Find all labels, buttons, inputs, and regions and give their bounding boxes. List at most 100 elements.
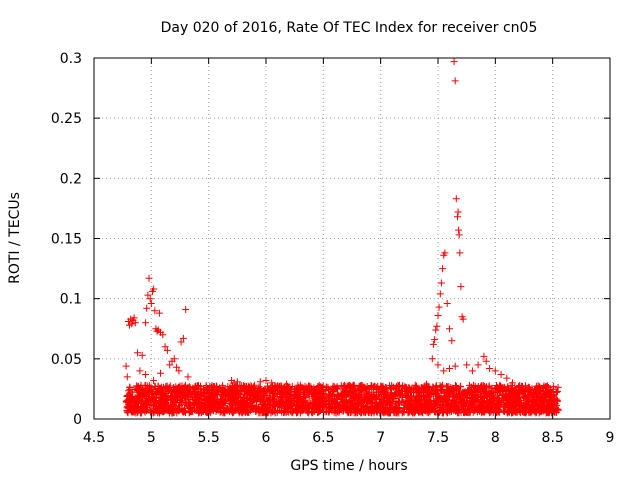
- x-tick-label: 4.5: [83, 430, 105, 446]
- band-point: [172, 383, 180, 391]
- band-point: [174, 402, 182, 410]
- band-point: [457, 395, 465, 403]
- band-point: [212, 390, 220, 398]
- data-point: [177, 338, 185, 346]
- band-point: [403, 402, 411, 409]
- band-point: [181, 399, 189, 406]
- band-point: [370, 409, 378, 417]
- band-point: [297, 394, 304, 402]
- band-point: [243, 391, 251, 399]
- band-point: [167, 406, 174, 414]
- band-point: [335, 401, 343, 409]
- band-point: [544, 389, 552, 397]
- band-point: [444, 406, 452, 414]
- band-point: [223, 407, 231, 415]
- band-point: [138, 393, 146, 400]
- data-point: [143, 304, 151, 312]
- band-point: [495, 397, 503, 405]
- band-point: [184, 391, 192, 399]
- band-point: [461, 388, 469, 396]
- band-point: [412, 404, 420, 412]
- band-point: [126, 384, 134, 391]
- band-point: [134, 398, 142, 406]
- x-tick-label: 8: [491, 430, 500, 446]
- band-point: [531, 386, 538, 393]
- band-point: [460, 391, 468, 399]
- band-point: [164, 400, 172, 408]
- x-tick-label: 5: [147, 430, 156, 446]
- band-point: [207, 383, 215, 391]
- band-point: [156, 391, 164, 399]
- data-point: [161, 343, 169, 351]
- band-point: [252, 391, 260, 399]
- data-point: [144, 291, 152, 299]
- band-point: [516, 396, 524, 404]
- band-point: [207, 393, 215, 401]
- band-point: [314, 400, 321, 408]
- band-point: [488, 393, 496, 401]
- band-point: [351, 393, 359, 400]
- band-point: [123, 397, 130, 405]
- band-point: [150, 397, 158, 405]
- data-point: [173, 363, 181, 371]
- band-point: [440, 403, 447, 411]
- band-point: [445, 382, 453, 390]
- chart-title: Day 020 of 2016, Rate Of TEC Index for r…: [161, 20, 538, 36]
- data-point: [441, 249, 449, 257]
- band-point: [488, 404, 496, 412]
- band-point: [230, 396, 238, 404]
- band-point: [125, 387, 133, 395]
- band-point: [250, 398, 258, 406]
- band-point: [351, 385, 359, 393]
- band-point: [350, 403, 358, 411]
- band-point: [173, 392, 181, 400]
- band-point: [480, 408, 487, 415]
- band-point: [443, 389, 451, 397]
- data-point: [142, 371, 150, 378]
- data-point: [283, 380, 291, 388]
- axis-ticks: [93, 57, 611, 420]
- band-point: [129, 407, 137, 415]
- data-point: [440, 367, 448, 375]
- band-point: [141, 381, 149, 389]
- band-point: [128, 388, 136, 396]
- band-point: [418, 401, 426, 409]
- band-point: [420, 385, 428, 393]
- data-point: [251, 381, 258, 389]
- band-point: [389, 383, 397, 391]
- data-point: [146, 295, 154, 303]
- band-point: [200, 406, 207, 414]
- grid-lines: [94, 58, 610, 419]
- band-point: [298, 407, 306, 415]
- data-point: [159, 331, 167, 339]
- band-point: [231, 384, 239, 392]
- band-point: [363, 383, 371, 390]
- band-point: [437, 383, 445, 391]
- band-point: [218, 385, 226, 393]
- y-tick-label: 0.2: [60, 171, 82, 187]
- band-point: [299, 403, 307, 411]
- data-point: [153, 327, 161, 335]
- band-point: [364, 403, 372, 411]
- band-point: [185, 383, 193, 391]
- band-point: [206, 403, 214, 411]
- band-point: [418, 388, 426, 396]
- data-point: [437, 279, 445, 287]
- band-point: [305, 382, 313, 390]
- y-tick-label: 0.25: [51, 111, 82, 127]
- data-point: [262, 377, 270, 384]
- band-point: [520, 401, 528, 409]
- data-point: [446, 325, 453, 333]
- band-point: [300, 398, 308, 406]
- band-point: [191, 391, 199, 399]
- data-point: [274, 383, 281, 390]
- data-point: [138, 351, 146, 359]
- band-point: [283, 408, 291, 415]
- band-point: [267, 383, 275, 391]
- band-point: [158, 397, 166, 405]
- band-point: [359, 383, 367, 391]
- band-point: [480, 402, 488, 409]
- data-point: [136, 367, 144, 375]
- band-point: [293, 384, 301, 392]
